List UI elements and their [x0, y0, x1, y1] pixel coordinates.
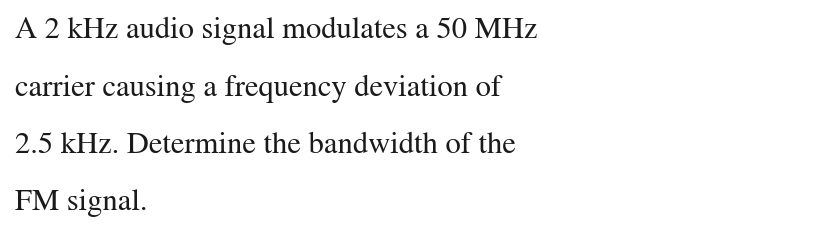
Text: carrier causing a frequency deviation of: carrier causing a frequency deviation of	[15, 74, 501, 103]
Text: A 2 kHz audio signal modulates a 50 MHz: A 2 kHz audio signal modulates a 50 MHz	[15, 17, 538, 45]
Text: FM signal.: FM signal.	[15, 189, 148, 217]
Text: 2.5 kHz. Determine the bandwidth of the: 2.5 kHz. Determine the bandwidth of the	[15, 132, 516, 160]
